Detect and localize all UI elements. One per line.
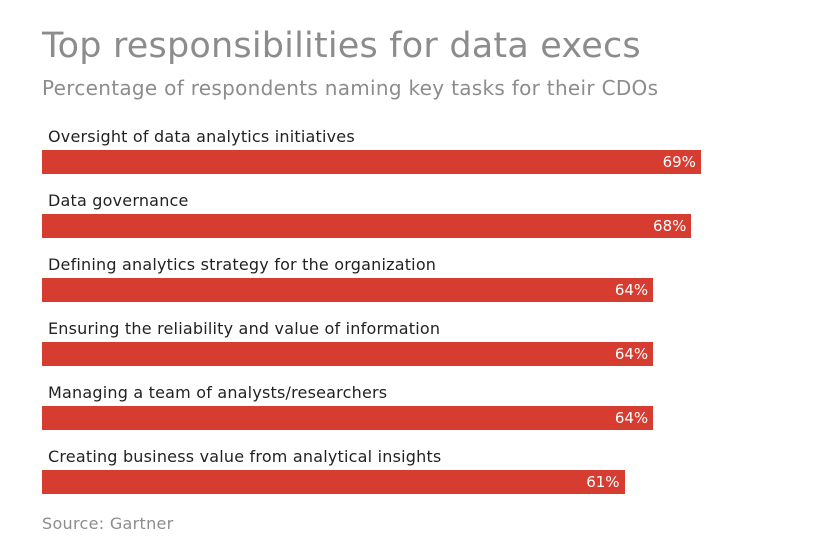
value-label: 64% (614, 345, 649, 363)
category-label: Oversight of data analytics initiatives (48, 127, 355, 146)
category-label: Managing a team of analysts/researchers (48, 383, 388, 402)
bar (42, 406, 654, 430)
bar (42, 470, 625, 494)
value-label: 69% (662, 153, 696, 171)
category-label: Defining analytics strategy for the orga… (48, 255, 437, 274)
bar (42, 214, 692, 238)
bar (42, 342, 654, 366)
category-label: Data governance (48, 191, 189, 210)
category-label: Creating business value from analytical … (48, 447, 442, 466)
category-label: Ensuring the reliability and value of in… (48, 319, 441, 338)
value-label: 61% (586, 473, 620, 491)
bar (42, 278, 654, 302)
chart-title: Top responsibilities for data execs (42, 26, 641, 66)
chart-subtitle: Percentage of respondents naming key tas… (42, 76, 659, 100)
value-label: 64% (614, 281, 649, 299)
value-label: 68% (653, 217, 687, 235)
source-note: Source: Gartner (42, 514, 174, 533)
value-label: 64% (614, 409, 649, 427)
bar (42, 150, 701, 174)
